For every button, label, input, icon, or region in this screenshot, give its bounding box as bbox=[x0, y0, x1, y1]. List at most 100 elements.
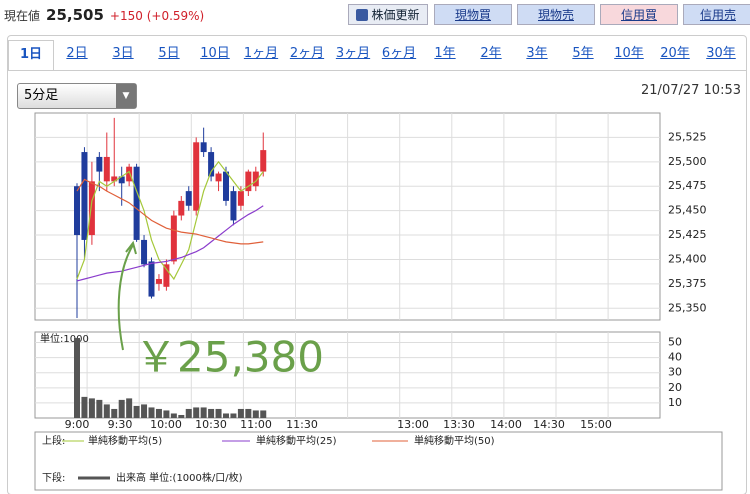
volume-bar bbox=[118, 399, 125, 418]
period-tab[interactable]: 10年 bbox=[614, 46, 644, 61]
candle-body bbox=[81, 152, 88, 240]
candle-body bbox=[200, 142, 207, 153]
volume-bar bbox=[237, 408, 244, 418]
volume-unit: 単位:1000 bbox=[40, 332, 89, 345]
legend-label: 上段: bbox=[42, 434, 65, 447]
x-tick-label: 10:30 bbox=[195, 418, 227, 431]
buy-button[interactable]: 現物買 bbox=[434, 4, 512, 25]
volume-bar bbox=[155, 408, 162, 418]
candle-body bbox=[185, 191, 192, 206]
candle-body bbox=[215, 173, 222, 182]
volume-bar bbox=[185, 408, 192, 418]
candle-body bbox=[133, 166, 140, 240]
legend-box bbox=[34, 431, 723, 491]
period-tab[interactable]: 6ヶ月 bbox=[381, 46, 417, 61]
volume-bar bbox=[96, 399, 103, 418]
volume-bar bbox=[193, 407, 200, 418]
x-tick-label: 9:00 bbox=[65, 418, 90, 431]
candle-body bbox=[208, 152, 215, 177]
annotation-arrow bbox=[117, 240, 137, 351]
period-tabs: 1日 2日 3日 5日 10日 1ヶ月 2ヶ月 3ヶ月 6ヶ月 1年 2年 3年 5年 10年 20年 30年 bbox=[8, 40, 744, 70]
volume-bar bbox=[111, 408, 118, 418]
candle-body bbox=[260, 150, 267, 172]
period-tab[interactable]: 5年 bbox=[572, 46, 594, 61]
period-tab[interactable]: 10日 bbox=[200, 46, 230, 61]
moving-average bbox=[76, 178, 264, 245]
timestamp: 21/07/27 10:53 bbox=[641, 83, 741, 98]
candle-body bbox=[88, 181, 95, 236]
sell-button[interactable]: 現物売 bbox=[517, 4, 595, 25]
tab-rule bbox=[8, 70, 746, 71]
volume-bar bbox=[223, 413, 229, 418]
y-tick-label: 20 bbox=[668, 381, 682, 394]
period-tab[interactable]: 3日 bbox=[112, 46, 134, 61]
volume-bar bbox=[133, 405, 140, 418]
volume-bar bbox=[170, 413, 177, 418]
moving-average bbox=[76, 160, 264, 281]
candle-body bbox=[252, 171, 259, 187]
candle-body bbox=[155, 278, 162, 284]
volume-bar bbox=[245, 408, 252, 418]
period-tab[interactable]: 20年 bbox=[660, 46, 690, 61]
period-tab[interactable]: 1年 bbox=[434, 46, 456, 61]
candle-body bbox=[118, 176, 125, 184]
y-tick-label: 25,375 bbox=[668, 277, 707, 290]
x-tick-label: 10:00 bbox=[150, 418, 182, 431]
period-tab[interactable]: 5日 bbox=[158, 46, 180, 61]
y-tick-label: 30 bbox=[668, 366, 682, 379]
legend-entry: 単純移動平均(25) bbox=[256, 434, 337, 447]
volume-bar bbox=[163, 410, 170, 418]
candle-body bbox=[103, 156, 110, 182]
volume-bar bbox=[178, 414, 185, 418]
volume-bar bbox=[74, 338, 80, 418]
period-tab[interactable]: 2日 bbox=[66, 46, 88, 61]
candle-body bbox=[245, 171, 252, 192]
candle-body bbox=[223, 171, 229, 201]
period-tab[interactable]: 2ヶ月 bbox=[289, 46, 325, 61]
margin-buy-button[interactable]: 信用買 bbox=[600, 4, 678, 25]
period-tab[interactable]: 1ヶ月 bbox=[243, 46, 279, 61]
volume-bar bbox=[260, 410, 267, 418]
y-tick-label: 25,500 bbox=[668, 155, 707, 168]
volume-bar bbox=[88, 398, 95, 418]
legend-entry: 単純移動平均(5) bbox=[88, 434, 162, 447]
y-tick-label: 25,450 bbox=[668, 204, 707, 217]
interval-select[interactable]: 5分足 ▼ bbox=[17, 83, 137, 109]
volume-bar bbox=[103, 404, 110, 418]
candle-body bbox=[163, 264, 170, 287]
period-tab[interactable]: 2年 bbox=[480, 46, 502, 61]
period-tab[interactable]: 3年 bbox=[526, 46, 548, 61]
candle-body bbox=[230, 191, 237, 221]
volume-bar bbox=[200, 407, 207, 418]
y-tick-label: 25,525 bbox=[668, 130, 707, 143]
change: +150 bbox=[109, 9, 143, 23]
x-tick-label: 14:30 bbox=[533, 418, 565, 431]
change-pct: (+0.59%) bbox=[146, 9, 205, 23]
x-tick-label: 14:00 bbox=[490, 418, 522, 431]
y-tick-label: 40 bbox=[668, 351, 682, 364]
x-tick-label: 15:00 bbox=[580, 418, 612, 431]
period-tab[interactable]: 1日 bbox=[8, 40, 54, 70]
period-tab[interactable]: 3ヶ月 bbox=[335, 46, 371, 61]
period-tab[interactable]: 30年 bbox=[706, 46, 736, 61]
volume-bar bbox=[148, 407, 155, 418]
x-tick-label: 13:30 bbox=[443, 418, 475, 431]
x-tick-label: 11:00 bbox=[240, 418, 272, 431]
moving-average bbox=[76, 205, 264, 282]
volume-bar bbox=[126, 398, 133, 418]
refresh-button[interactable]: 株価更新 bbox=[348, 4, 428, 25]
margin-sell-button[interactable]: 信用売 bbox=[683, 4, 750, 25]
candle-body bbox=[74, 186, 80, 236]
volume-bar bbox=[141, 404, 148, 418]
y-tick-label: 50 bbox=[668, 336, 682, 349]
x-tick-label: 13:00 bbox=[397, 418, 429, 431]
legend-entry: 単純移動平均(50) bbox=[414, 434, 495, 447]
y-tick-label: 25,475 bbox=[668, 179, 707, 192]
chart-panel bbox=[7, 35, 747, 494]
y-tick-label: 10 bbox=[668, 396, 682, 409]
y-tick-label: 25,400 bbox=[668, 252, 707, 265]
candle-body bbox=[141, 239, 148, 265]
volume-bar bbox=[215, 408, 222, 418]
candle-body bbox=[148, 261, 155, 297]
